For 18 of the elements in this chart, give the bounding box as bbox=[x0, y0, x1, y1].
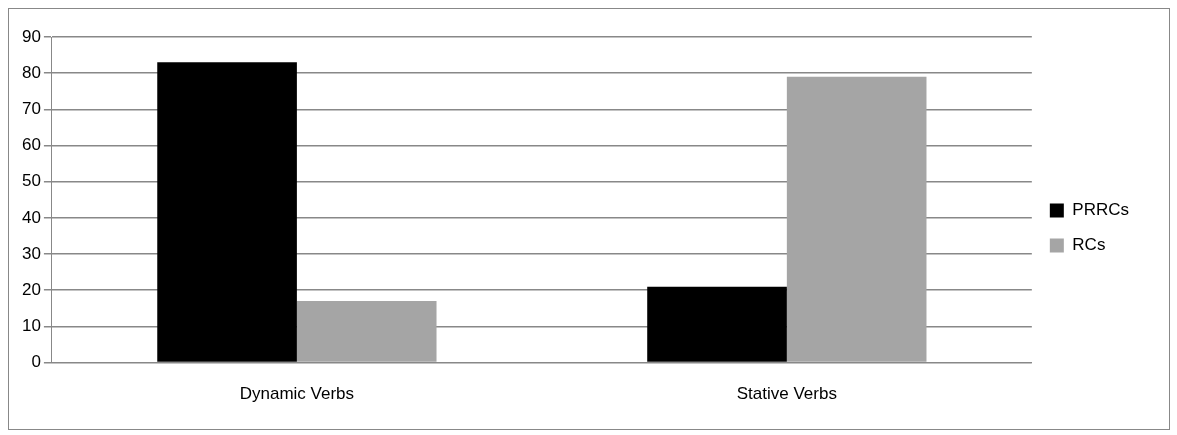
y-tick-label: 90 bbox=[21, 26, 41, 46]
y-tick-label: 50 bbox=[21, 171, 41, 191]
bar bbox=[786, 76, 927, 362]
y-tick-label: 10 bbox=[21, 316, 41, 336]
bar bbox=[157, 62, 297, 362]
y-tick-label: 70 bbox=[21, 99, 41, 119]
legend-label: RCs bbox=[1072, 235, 1106, 255]
x-tick-label: Stative Verbs bbox=[736, 384, 837, 404]
y-tick-label: 20 bbox=[21, 279, 41, 299]
y-tick-label: 80 bbox=[21, 62, 41, 82]
bar bbox=[296, 301, 437, 362]
y-tick-label: 40 bbox=[21, 207, 41, 227]
y-tick-label: 30 bbox=[21, 243, 41, 263]
x-tick-label: Dynamic Verbs bbox=[239, 384, 355, 404]
legend-label: PRRCs bbox=[1072, 200, 1129, 220]
y-tick-label: 0 bbox=[31, 352, 41, 372]
bar bbox=[647, 286, 787, 362]
y-tick-label: 60 bbox=[21, 135, 41, 155]
